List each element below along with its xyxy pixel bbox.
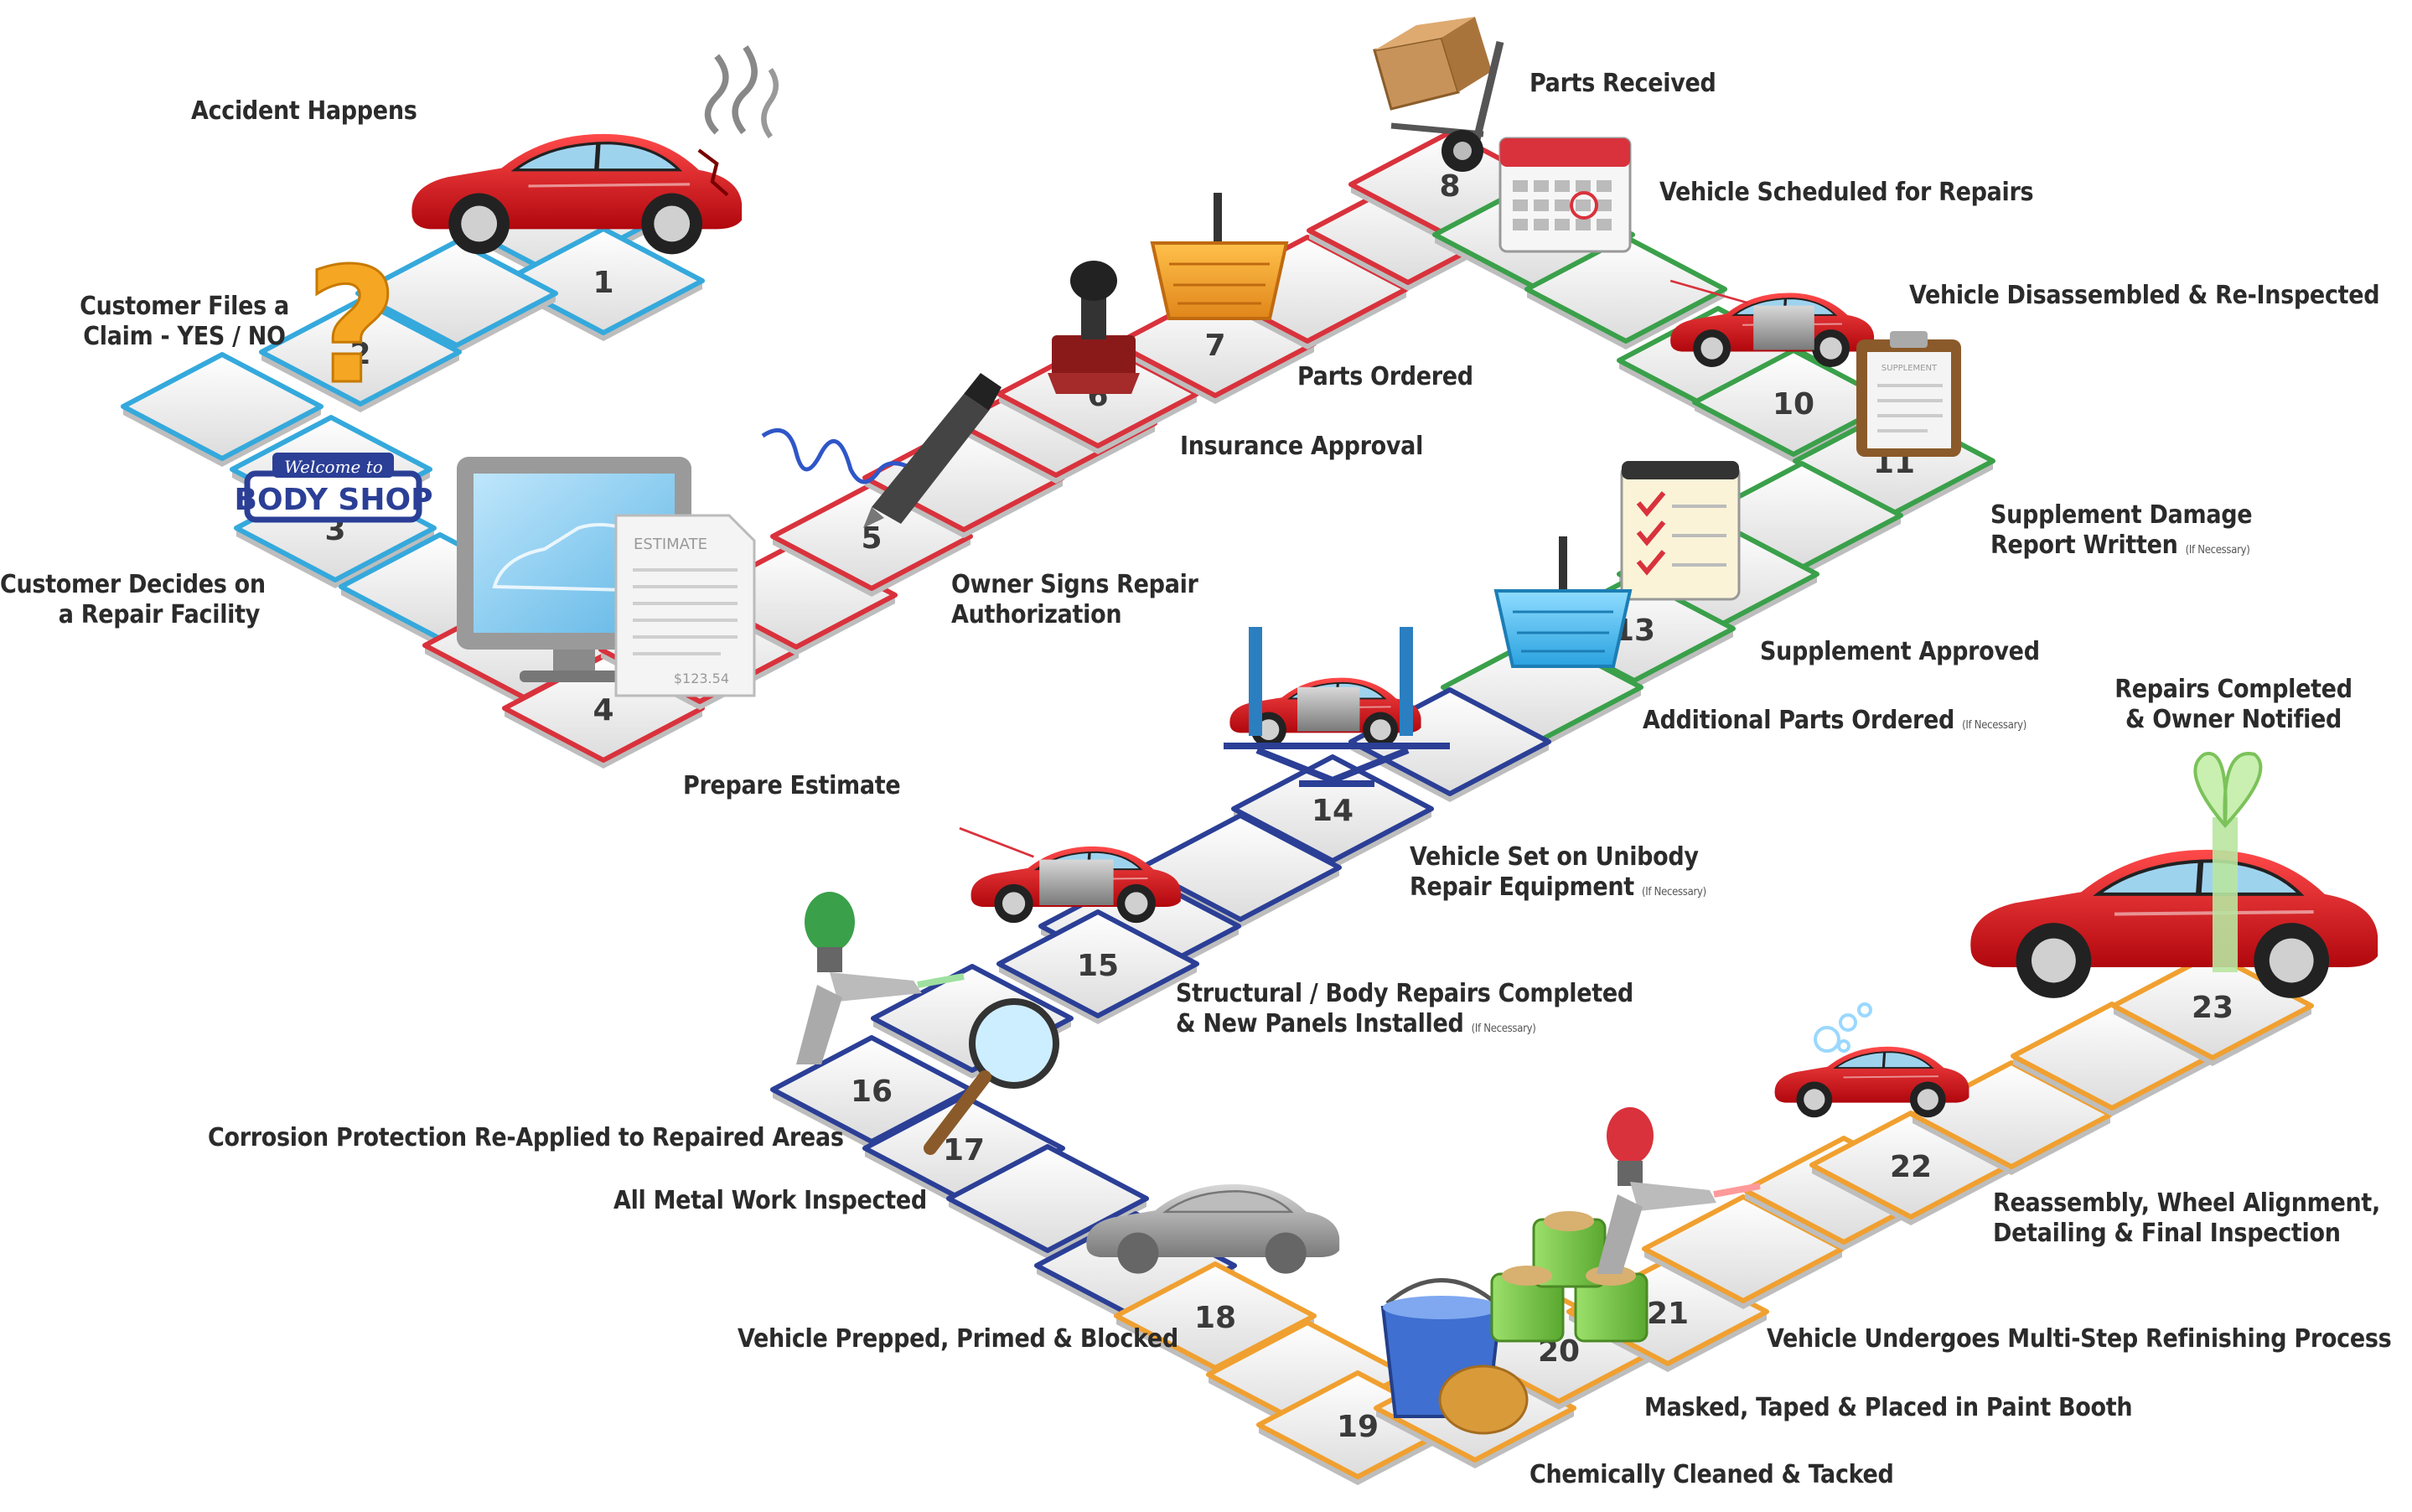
step-number-2: 2 bbox=[349, 337, 370, 371]
board-tile-1 bbox=[502, 226, 705, 335]
step-label-15: Structural / Body Repairs Completed & New… bbox=[1176, 979, 1633, 1038]
step-label-8: Parts Received bbox=[1529, 69, 1716, 98]
calendar-icon bbox=[1498, 137, 1632, 253]
spray-gun-icon bbox=[796, 892, 965, 1064]
step-label-19: Chemically Cleaned & Tacked bbox=[1529, 1460, 1894, 1489]
estimate-document-icon: ESTIMATE $123.54 bbox=[614, 514, 756, 697]
step-number-8: 8 bbox=[1439, 169, 1460, 204]
step-label-18: Vehicle Prepped, Primed & Blocked bbox=[738, 1324, 1178, 1354]
board-tile bbox=[1139, 813, 1342, 922]
svg-text:$123.54: $123.54 bbox=[674, 671, 729, 686]
magnifying-glass-icon bbox=[924, 998, 1059, 1155]
step-number-23: 23 bbox=[2192, 991, 2233, 1025]
board-tile bbox=[1524, 235, 1727, 344]
svg-text:ESTIMATE: ESTIMATE bbox=[634, 536, 707, 553]
step-label-13: Additional Parts Ordered (If Necessary) bbox=[1643, 706, 2026, 735]
svg-text:BODY SHOP: BODY SHOP bbox=[235, 483, 433, 517]
step-label-16: Corrosion Protection Re-Applied to Repai… bbox=[208, 1123, 844, 1152]
step-number-15: 15 bbox=[1077, 949, 1119, 983]
svg-text:SUPPLEMENT: SUPPLEMENT bbox=[1881, 364, 1938, 373]
board-tile-2 bbox=[259, 298, 462, 406]
step-label-10: Vehicle Disassembled & Re-Inspected bbox=[1909, 281, 2380, 310]
svg-text:?: ? bbox=[306, 234, 398, 419]
svg-text:Welcome to: Welcome to bbox=[284, 457, 383, 477]
board-tile-14 bbox=[1231, 754, 1434, 863]
car-panels-icon bbox=[959, 826, 1183, 924]
board-tile-16 bbox=[770, 1035, 973, 1144]
shiny-car-icon bbox=[1773, 1002, 1971, 1119]
clipboard-icon: SUPPLEMENT bbox=[1856, 331, 1961, 457]
step-label-23: Repairs Completed & Owner Notified bbox=[2114, 675, 2352, 734]
step-label-5: Owner Signs Repair Authorization bbox=[951, 570, 1198, 629]
masking-tape-icon bbox=[1490, 1211, 1649, 1343]
pen-signature-icon bbox=[761, 373, 1002, 528]
step-label-3: Customer Decides on a Repair Facility bbox=[0, 570, 266, 629]
rubber-stamp-icon bbox=[1048, 261, 1140, 394]
step-number-21: 21 bbox=[1647, 1297, 1689, 1331]
step-number-10: 10 bbox=[1773, 387, 1814, 422]
board-tile bbox=[355, 239, 558, 348]
step-label-14: Vehicle Set on Unibody Repair Equipment (… bbox=[1410, 842, 1706, 902]
spray-gun-icon bbox=[1597, 1107, 1761, 1274]
body-shop-sign-icon: Welcome to BODY SHOP bbox=[235, 453, 433, 523]
disassembled-car-icon bbox=[1669, 279, 1876, 369]
board-tile bbox=[121, 352, 323, 461]
step-number-22: 22 bbox=[1890, 1150, 1932, 1184]
shopping-basket-icon bbox=[1150, 193, 1289, 320]
checklist-notepad-icon bbox=[1620, 461, 1741, 601]
primed-car-icon bbox=[1086, 1183, 1340, 1274]
step-number-19: 19 bbox=[1337, 1410, 1379, 1444]
question-mark-icon: ? bbox=[304, 233, 399, 421]
step-label-20: Masked, Taped & Placed in Paint Booth bbox=[1644, 1393, 2133, 1422]
step-label-7: Parts Ordered bbox=[1297, 362, 1473, 391]
step-label-9: Vehicle Scheduled for Repairs bbox=[1659, 178, 2034, 207]
smoking-car-icon bbox=[411, 45, 779, 254]
step-number-16: 16 bbox=[851, 1074, 893, 1109]
step-label-21: Vehicle Undergoes Multi-Step Refinishing… bbox=[1767, 1324, 2392, 1354]
shopping-basket-icon bbox=[1493, 536, 1633, 668]
gift-car-icon bbox=[1970, 752, 2378, 998]
step-label-12: Supplement Approved bbox=[1760, 637, 2040, 666]
step-number-4: 4 bbox=[593, 693, 613, 728]
step-number-17: 17 bbox=[943, 1133, 985, 1168]
step-label-6: Insurance Approval bbox=[1180, 432, 1424, 461]
bucket-sponge-icon bbox=[1380, 1278, 1529, 1435]
car-on-lift-icon bbox=[1224, 627, 1450, 787]
hand-truck-box-icon bbox=[1373, 17, 1504, 172]
step-label-17: All Metal Work Inspected bbox=[613, 1186, 927, 1215]
step-label-11: Supplement Damage Report Written (If Nece… bbox=[1990, 500, 2253, 560]
step-number-14: 14 bbox=[1312, 794, 1354, 828]
step-label-2: Customer Files a Claim - YES / NO bbox=[80, 292, 289, 351]
step-number-1: 1 bbox=[593, 266, 613, 300]
board-tile-15 bbox=[996, 909, 1199, 1018]
step-number-7: 7 bbox=[1204, 329, 1225, 363]
step-number-18: 18 bbox=[1194, 1301, 1236, 1335]
step-label-1: Accident Happens bbox=[191, 96, 417, 126]
board-tile-18 bbox=[1114, 1261, 1317, 1370]
step-label-4: Prepare Estimate bbox=[683, 771, 901, 800]
step-label-22: Reassembly, Wheel Alignment, Detailing & … bbox=[1993, 1188, 2380, 1248]
